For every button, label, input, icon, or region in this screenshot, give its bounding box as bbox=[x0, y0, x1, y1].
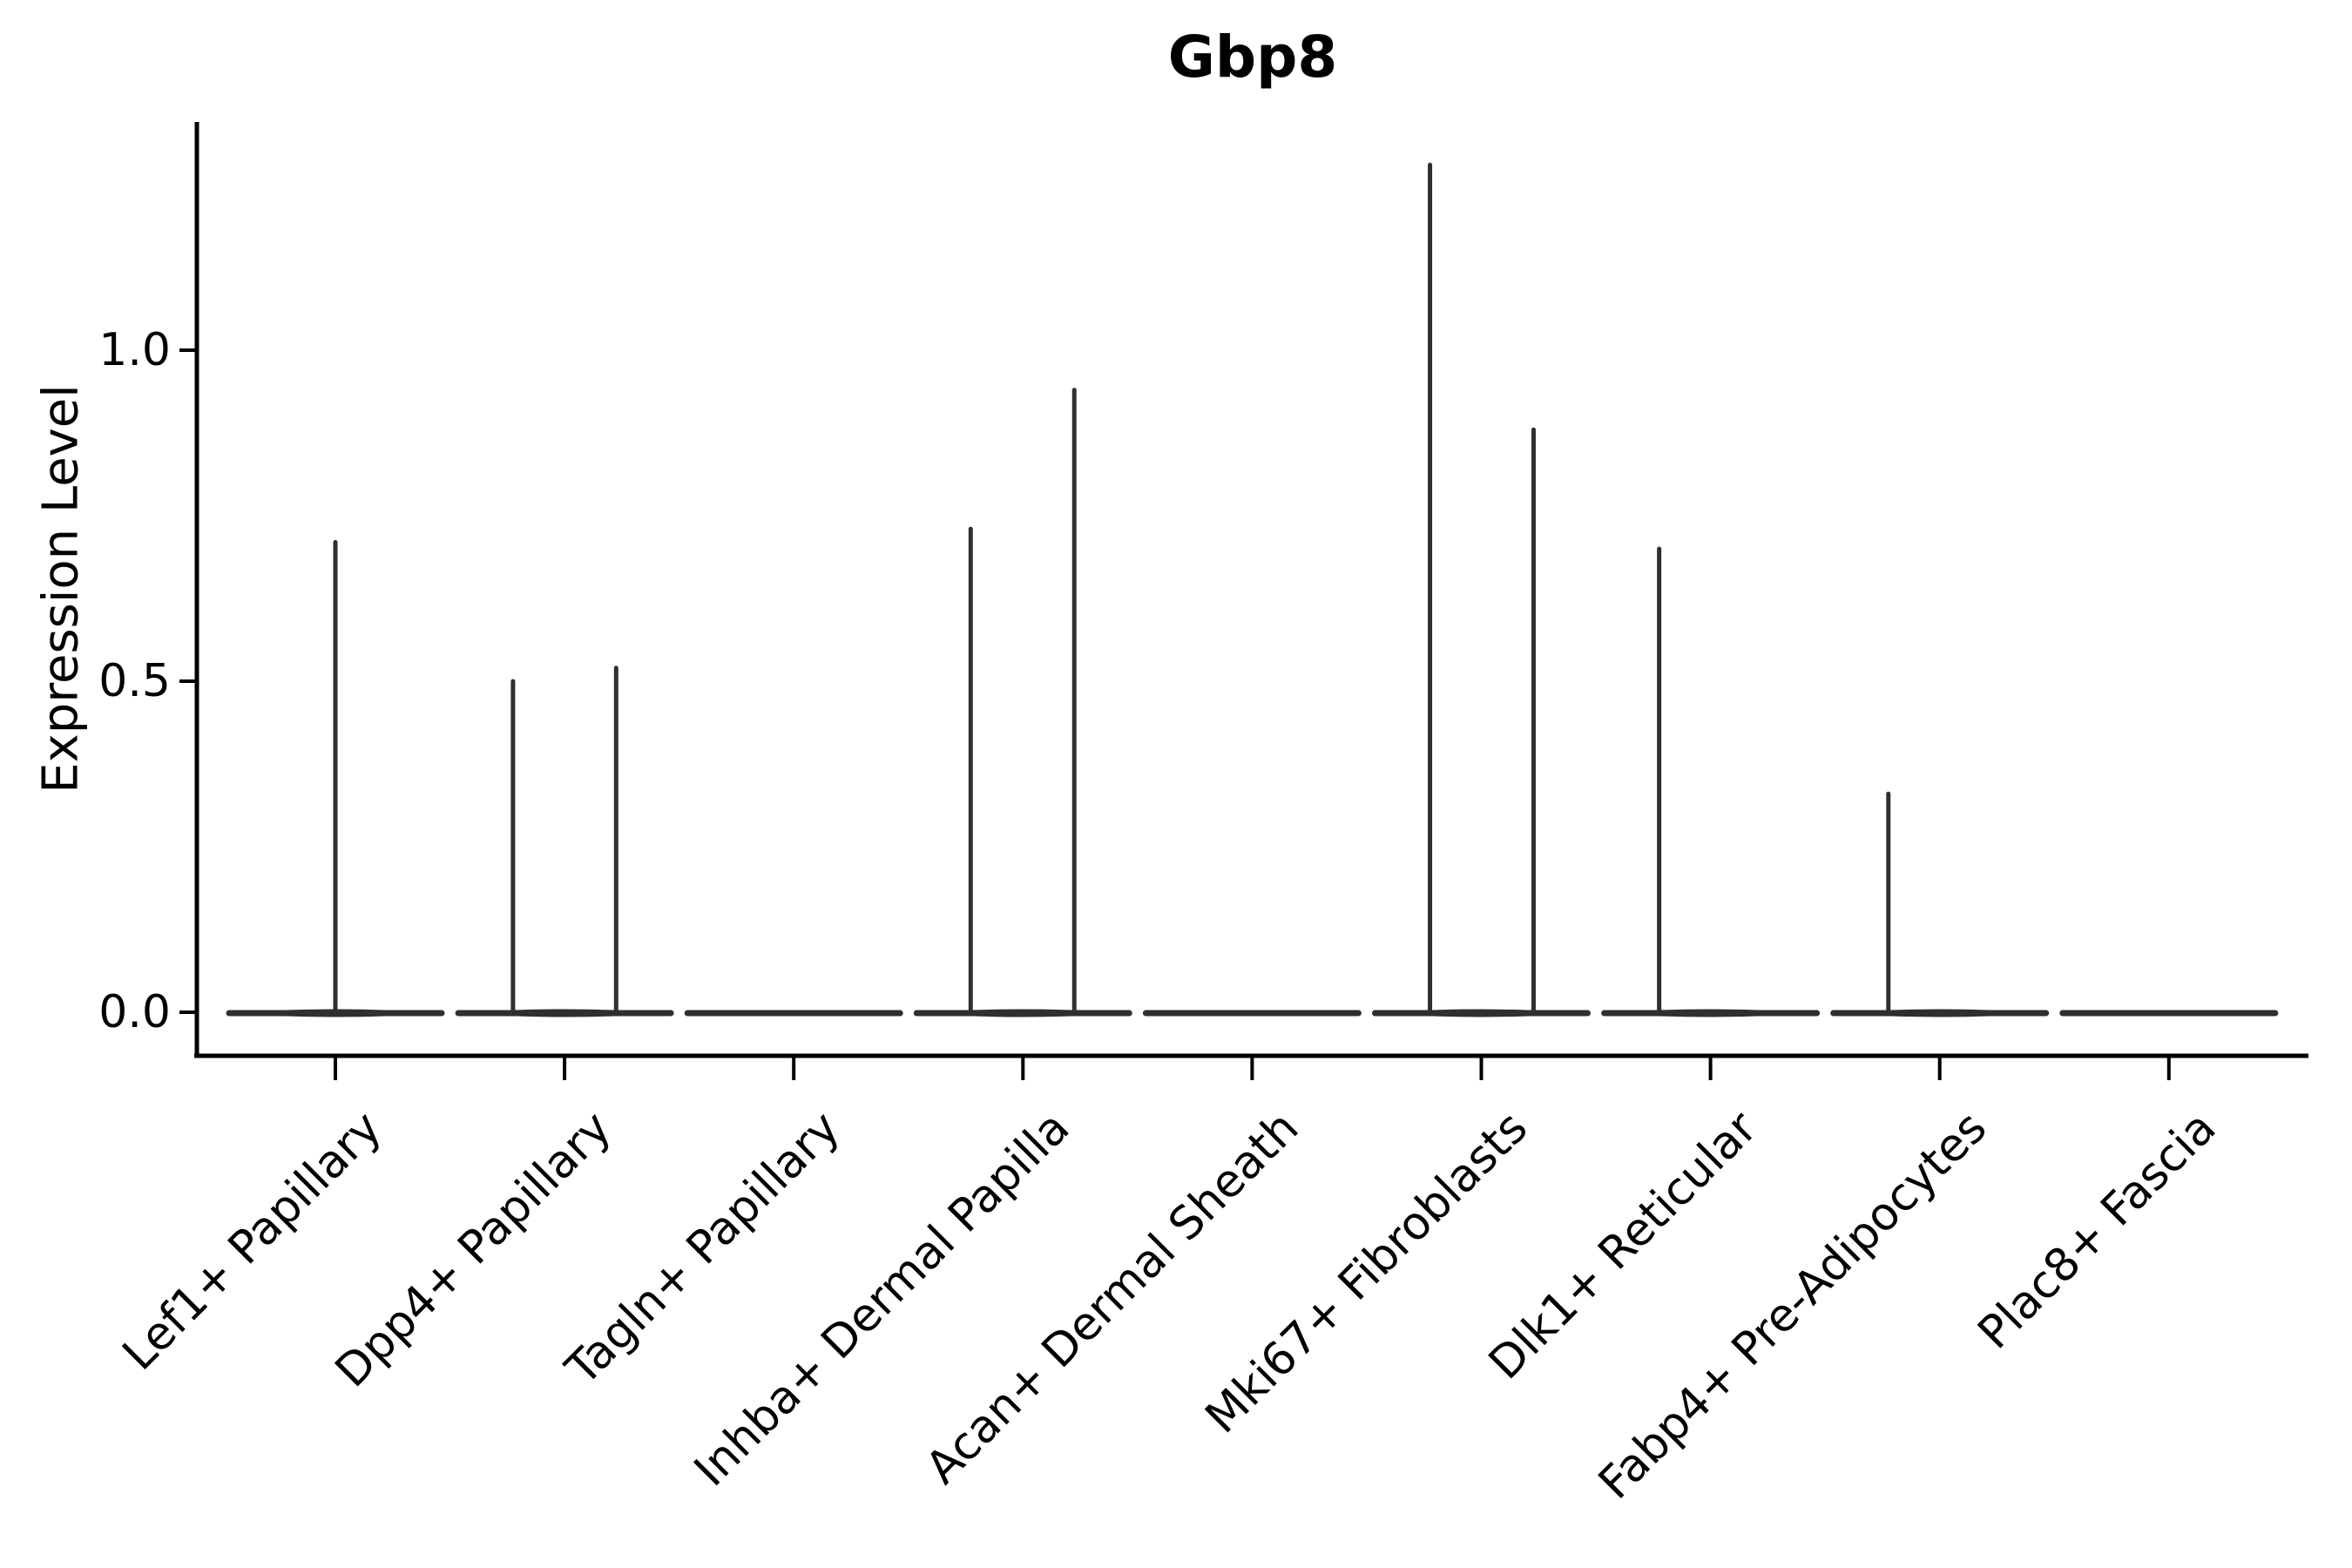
y-tick-label-0.0: 0.0 bbox=[98, 986, 171, 1038]
y-tick-label-1.0: 1.0 bbox=[98, 324, 171, 376]
y-tick-label-0.5: 0.5 bbox=[98, 655, 171, 707]
y-axis-label: Expression Level bbox=[32, 384, 90, 794]
chart-title: Gbp8 bbox=[1167, 24, 1338, 91]
